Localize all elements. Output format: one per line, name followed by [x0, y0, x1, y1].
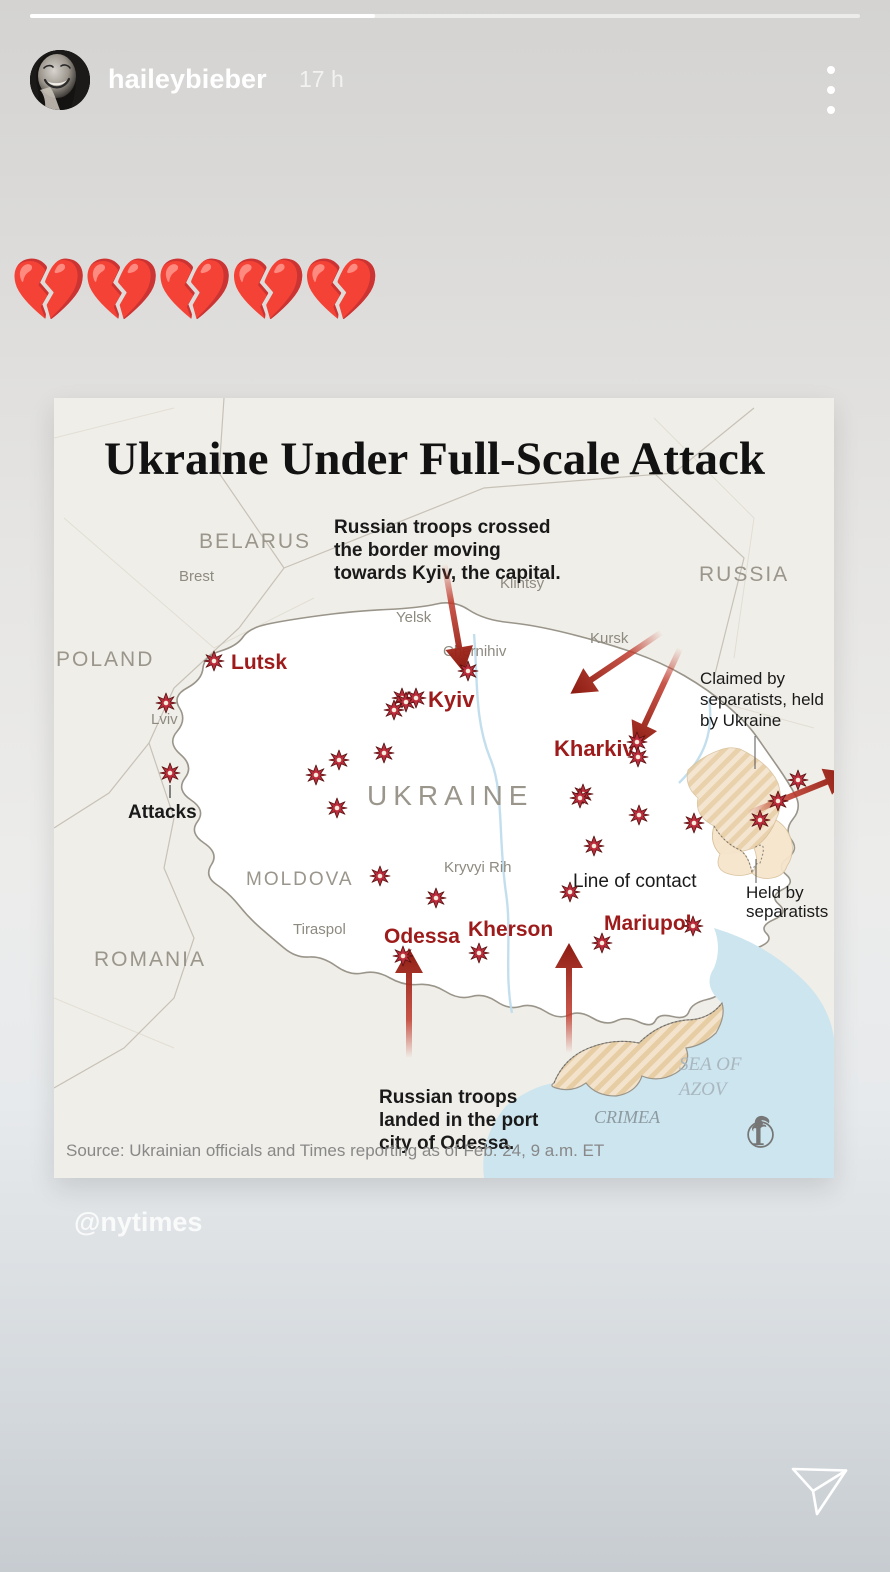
svg-text:Brest: Brest — [179, 568, 215, 585]
svg-text:BELARUS: BELARUS — [199, 530, 311, 553]
svg-text:Attacks: Attacks — [128, 802, 197, 823]
svg-text:Kherson: Kherson — [468, 918, 553, 941]
svg-text:Tiraspol: Tiraspol — [293, 921, 346, 938]
svg-text:Held by: Held by — [746, 883, 804, 902]
svg-text:Russian troops crossed: Russian troops crossed — [334, 517, 550, 538]
svg-text:Ukraine Under Full-Scale Attac: Ukraine Under Full-Scale Attack — [104, 433, 766, 485]
svg-text:Yelsk: Yelsk — [396, 609, 432, 626]
svg-text:AZOV: AZOV — [677, 1079, 729, 1100]
svg-text:Line of contact: Line of contact — [573, 871, 697, 892]
svg-text:SEA OF: SEA OF — [679, 1054, 742, 1075]
svg-text:Lviv: Lviv — [151, 711, 178, 728]
svg-text:POLAND: POLAND — [56, 648, 154, 671]
svg-text:Kryvyi Rih: Kryvyi Rih — [444, 859, 512, 876]
svg-text:Odessa: Odessa — [384, 925, 460, 948]
svg-text:Kharkiv: Kharkiv — [554, 736, 635, 761]
svg-text:landed in the port: landed in the port — [379, 1110, 539, 1131]
svg-text:RUSSIA: RUSSIA — [699, 563, 789, 586]
svg-text:ROMANIA: ROMANIA — [94, 948, 206, 971]
svg-text:Source: Ukrainian officials an: Source: Ukrainian officials and Times re… — [66, 1141, 604, 1160]
svg-text:the border moving: the border moving — [334, 540, 501, 561]
svg-text:separatists: separatists — [746, 902, 828, 921]
svg-text:CRIMEA: CRIMEA — [594, 1107, 661, 1127]
svg-text:separatists, held: separatists, held — [700, 690, 824, 709]
svg-text:by Ukraine: by Ukraine — [700, 711, 781, 730]
svg-text:Russian troops: Russian troops — [379, 1087, 517, 1108]
svg-text:Lutsk: Lutsk — [231, 651, 287, 674]
svg-text:Claimed by: Claimed by — [700, 669, 786, 688]
svg-text:MOLDOVA: MOLDOVA — [246, 869, 354, 890]
svg-text:Kursk: Kursk — [590, 630, 629, 647]
svg-text:Kyiv: Kyiv — [428, 687, 475, 712]
svg-text:Mariupol: Mariupol — [604, 912, 692, 935]
svg-text:UKRAINE: UKRAINE — [367, 780, 533, 811]
